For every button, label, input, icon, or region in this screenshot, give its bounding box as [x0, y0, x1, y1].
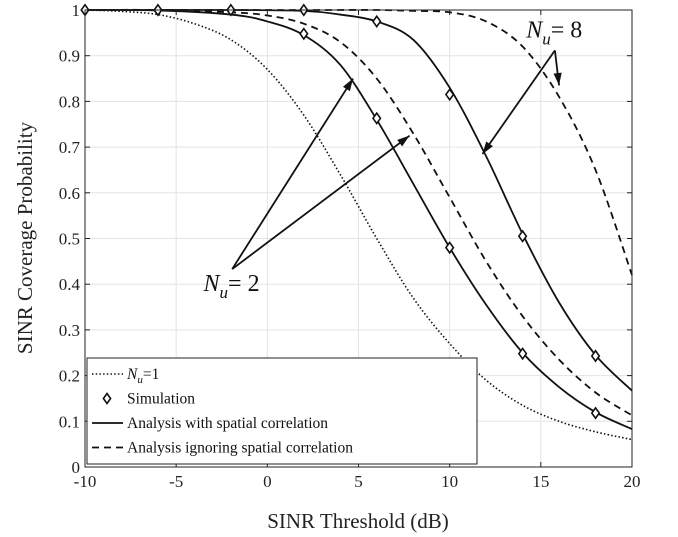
annotation-label: Nu= 8	[525, 17, 582, 48]
x-tick-label: 10	[441, 472, 458, 491]
y-tick-label: 0.4	[59, 275, 81, 294]
legend-label: Analysis with spatial correlation	[127, 415, 328, 432]
y-tick-label: 1	[72, 1, 81, 20]
simulation-marker	[444, 87, 455, 102]
simulation-marker	[372, 111, 382, 125]
y-tick-label: 0	[72, 458, 81, 477]
y-tick-label: 0.9	[59, 47, 80, 66]
x-tick-label: 15	[532, 472, 549, 491]
x-axis-label: SINR Threshold (dB)	[267, 509, 449, 533]
annotation-arrow-line	[481, 49, 556, 155]
y-tick-label: 0.5	[59, 230, 80, 249]
simulation-marker	[517, 229, 528, 243]
x-tick-label: -5	[169, 472, 183, 491]
legend-box	[86, 357, 478, 465]
y-tick-label: 0.2	[59, 367, 80, 386]
legend: Nu=1 Simulation Analysis with spatial corr…	[86, 357, 478, 465]
simulation-marker	[372, 14, 382, 28]
annotation-label: Nu= 2	[203, 271, 260, 302]
simulation-marker	[444, 241, 455, 255]
annotation-arrow-line	[231, 78, 354, 270]
axis-ticks: -10 -5 0 5 10 15 20 0 0.1 0.2 0.3 0.4 0.5 0.6 0.7 0.8 0.…	[59, 1, 641, 491]
y-tick-label: 0.8	[59, 92, 80, 111]
y-axis-label: SINR Coverage Probability	[13, 121, 37, 354]
x-tick-label: -10	[74, 472, 97, 491]
simulation-markers	[80, 3, 601, 420]
simulation-marker	[517, 347, 528, 361]
annotation-arrow-line	[231, 134, 411, 270]
annotation-arrow-head	[482, 141, 493, 154]
annotation-arrow-head	[553, 72, 562, 86]
x-tick-label: 20	[624, 472, 641, 491]
x-tick-label: 5	[354, 472, 363, 491]
annotation-arrow-head	[342, 78, 354, 92]
simulation-marker	[299, 27, 309, 41]
x-tick-label: 0	[263, 472, 272, 491]
legend-label: Simulation	[127, 391, 195, 408]
simulation-marker	[590, 406, 601, 420]
annotation-arrow-head	[397, 135, 410, 147]
y-tick-label: 0.6	[59, 184, 80, 203]
simulation-marker	[590, 349, 601, 363]
annotations: Nu= 2 Nu= 8	[203, 17, 583, 302]
series-line-nu-1-dotted	[84, 9, 633, 441]
legend-label: Nu=1	[126, 366, 159, 386]
legend-swatch-marker	[102, 392, 112, 405]
y-tick-label: 0.7	[59, 138, 81, 157]
y-tick-label: 0.1	[59, 412, 80, 431]
legend-label: Analysis ignoring spatial correlation	[127, 440, 353, 457]
y-tick-label: 0.3	[59, 321, 80, 340]
